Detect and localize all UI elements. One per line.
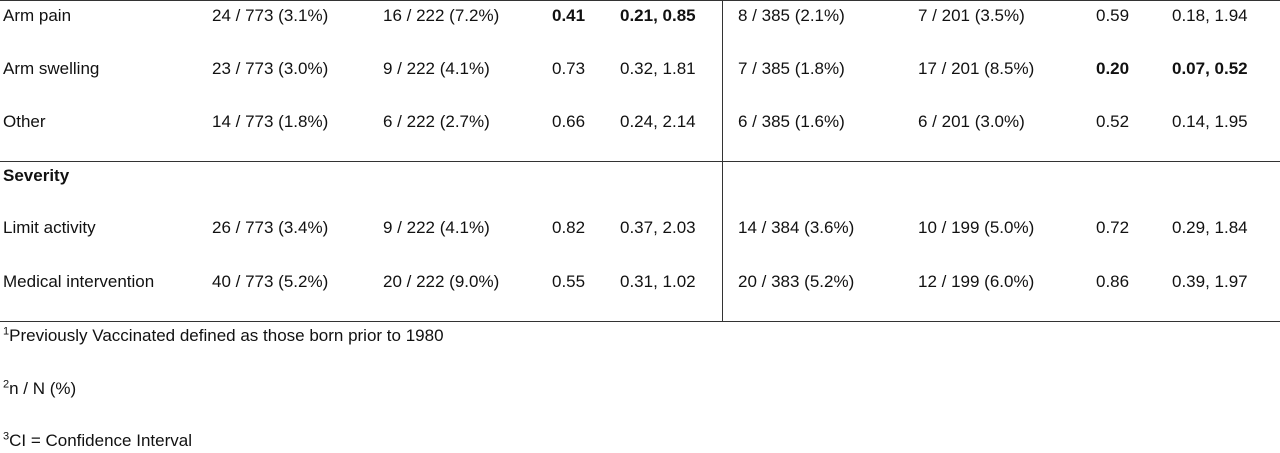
table-row-medical-intervention: Medical intervention 40 / 773 (5.2%) 20 …	[0, 267, 1280, 297]
cell-group2-unexposed: 10 / 199 (5.0%)	[918, 218, 1035, 237]
cell-group1-unexposed: 9 / 222 (4.1%)	[383, 59, 490, 78]
section-header-severity: Severity	[0, 161, 1280, 191]
cell-group1-ratio: 0.73	[552, 59, 586, 78]
cell-group1-ci: 0.32, 1.81	[620, 59, 696, 78]
cell-group2-ci: 0.29, 1.84	[1172, 218, 1248, 237]
cell-group2-unexposed: 17 / 201 (8.5%)	[918, 59, 1035, 78]
cell-group2-ci: 0.07, 0.52	[1172, 59, 1248, 78]
cell-group1-unexposed: 9 / 222 (4.1%)	[383, 218, 490, 237]
footnote-mark: 3	[3, 430, 10, 443]
footnote-text: Previously Vaccinated defined as those b…	[9, 326, 444, 345]
bottom-rule	[0, 321, 1280, 322]
footnote-1: 1Previously Vaccinated defined as those …	[3, 324, 444, 348]
cell-group1-ratio: 0.82	[552, 218, 586, 237]
row-label: Medical intervention	[3, 272, 155, 291]
cell-group2-exposed: 20 / 383 (5.2%)	[738, 272, 855, 291]
cell-group2-ci: 0.14, 1.95	[1172, 112, 1248, 131]
row-label: Arm swelling	[3, 59, 100, 78]
section-divider	[0, 161, 1280, 162]
row-label: Limit activity	[3, 218, 96, 237]
cell-group1-exposed: 14 / 773 (1.8%)	[212, 112, 329, 131]
footnote-mark: 1	[3, 325, 10, 338]
table-row-limit-activity: Limit activity 26 / 773 (3.4%) 9 / 222 (…	[0, 213, 1280, 243]
group-divider	[722, 0, 723, 322]
cell-group2-ratio: 0.52	[1096, 112, 1130, 131]
cell-group1-exposed: 40 / 773 (5.2%)	[212, 272, 329, 291]
cell-group1-unexposed: 6 / 222 (2.7%)	[383, 112, 490, 131]
cell-group1-ratio: 0.66	[552, 112, 586, 131]
top-rule	[0, 0, 1280, 1]
cell-group1-ci: 0.24, 2.14	[620, 112, 696, 131]
table-row-arm-pain: Arm pain 24 / 773 (3.1%) 16 / 222 (7.2%)…	[0, 1, 1280, 31]
cell-group2-ci: 0.39, 1.97	[1172, 272, 1248, 291]
footnote-mark: 2	[3, 378, 10, 391]
cell-group1-exposed: 26 / 773 (3.4%)	[212, 218, 329, 237]
cell-group2-exposed: 8 / 385 (2.1%)	[738, 6, 845, 25]
cell-group1-ci: 0.21, 0.85	[620, 6, 696, 25]
cell-group2-unexposed: 6 / 201 (3.0%)	[918, 112, 1025, 131]
footnote-text: CI = Confidence Interval	[9, 431, 192, 450]
cell-group2-ratio: 0.72	[1096, 218, 1130, 237]
section-label: Severity	[3, 166, 70, 185]
cell-group2-ratio: 0.59	[1096, 6, 1130, 25]
row-label: Other	[3, 112, 46, 131]
cell-group1-ci: 0.31, 1.02	[620, 272, 696, 291]
footnote-2: 2n / N (%)	[3, 377, 76, 401]
cell-group2-exposed: 14 / 384 (3.6%)	[738, 218, 855, 237]
cell-group1-ratio: 0.41	[552, 6, 586, 25]
cell-group2-ci: 0.18, 1.94	[1172, 6, 1248, 25]
results-table: Arm pain 24 / 773 (3.1%) 16 / 222 (7.2%)…	[0, 0, 1280, 322]
cell-group2-ratio: 0.20	[1096, 59, 1130, 78]
table-row-other: Other 14 / 773 (1.8%) 6 / 222 (2.7%) 0.6…	[0, 107, 1280, 137]
cell-group2-unexposed: 12 / 199 (6.0%)	[918, 272, 1035, 291]
cell-group1-exposed: 24 / 773 (3.1%)	[212, 6, 329, 25]
cell-group2-unexposed: 7 / 201 (3.5%)	[918, 6, 1025, 25]
cell-group1-ratio: 0.55	[552, 272, 586, 291]
footnote-3: 3CI = Confidence Interval	[3, 429, 192, 453]
footnote-text: n / N (%)	[9, 379, 77, 398]
cell-group1-exposed: 23 / 773 (3.0%)	[212, 59, 329, 78]
cell-group1-ci: 0.37, 2.03	[620, 218, 696, 237]
row-label: Arm pain	[3, 6, 72, 25]
cell-group2-exposed: 6 / 385 (1.6%)	[738, 112, 845, 131]
table-row-arm-swelling: Arm swelling 23 / 773 (3.0%) 9 / 222 (4.…	[0, 54, 1280, 84]
cell-group1-unexposed: 20 / 222 (9.0%)	[383, 272, 500, 291]
cell-group2-ratio: 0.86	[1096, 272, 1130, 291]
cell-group2-exposed: 7 / 385 (1.8%)	[738, 59, 845, 78]
cell-group1-unexposed: 16 / 222 (7.2%)	[383, 6, 500, 25]
